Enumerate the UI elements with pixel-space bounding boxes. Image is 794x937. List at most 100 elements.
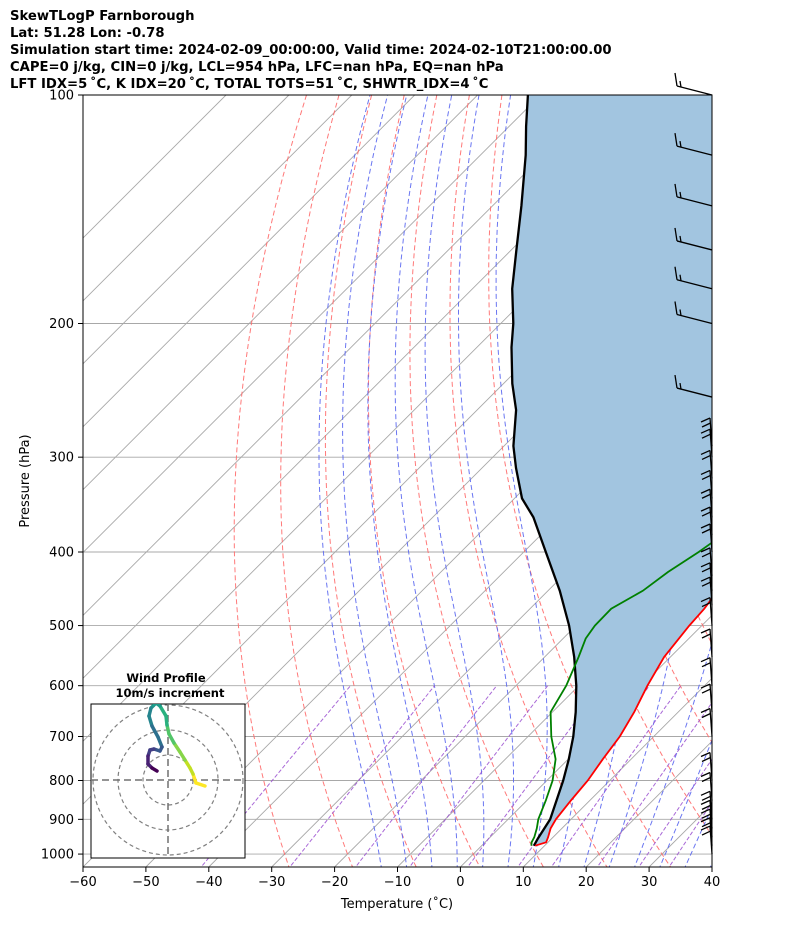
- hodograph-trace-segment: [172, 741, 182, 754]
- barb-flag: [701, 474, 711, 481]
- barb-flag: [701, 581, 711, 587]
- barb-flag: [701, 493, 711, 499]
- axis-ticks: −60 −50 −40 −30 −20 −10 0 10 20 30 40 100 200 300 400 5…: [41, 89, 720, 891]
- wind-barb: [700, 628, 713, 658]
- barb-flag: [700, 628, 711, 634]
- barb-flag: [674, 133, 678, 147]
- wind-barb: [700, 562, 713, 591]
- moist-adiabat: [342, 95, 408, 867]
- barb-flag: [701, 830, 711, 836]
- location-line: Lat: 51.28 Lon: -0.78: [10, 26, 165, 41]
- barb-flag: [700, 417, 711, 423]
- barb-flag: [679, 235, 682, 243]
- temperature-line: [534, 596, 712, 847]
- isotherm--150: [83, 95, 290, 302]
- barb-flag: [700, 751, 711, 758]
- wind-barb: [700, 771, 713, 801]
- wind-barb: [700, 657, 713, 686]
- wind-barb: [700, 469, 713, 499]
- barb-flag: [701, 822, 711, 828]
- barb-flag: [701, 795, 711, 801]
- barb-flag: [701, 756, 711, 763]
- wind-barb: [700, 488, 713, 518]
- barb-flag: [700, 808, 711, 814]
- wind-barb: [700, 417, 713, 447]
- moist-adiabat: [495, 95, 548, 867]
- hodograph-trace-segment: [154, 704, 162, 708]
- barb-flag: [700, 790, 711, 796]
- barb-flag: [674, 183, 678, 198]
- hodograph-plot: [91, 704, 245, 858]
- y-axis-label: Pressure (hPa): [18, 434, 33, 527]
- barb-staff: [676, 196, 713, 207]
- wind-barb: [700, 449, 713, 479]
- wind-barb: [700, 751, 713, 781]
- mixing-ratio-line: [408, 685, 549, 867]
- barb-flag: [701, 776, 711, 783]
- isotherm--10: [397, 551, 712, 867]
- barb-flag: [700, 428, 711, 434]
- barb-flag: [701, 567, 711, 573]
- y-tick-label: 200: [49, 317, 74, 332]
- mixing-ratio-line: [289, 685, 435, 867]
- wind-barb: [700, 428, 713, 458]
- moist-adiabat: [709, 862, 712, 867]
- isotherm--110: [83, 95, 541, 554]
- wind-barb: [700, 576, 713, 606]
- dry-adiabat: [324, 95, 417, 867]
- chart-title: SkewTLogP Farnborough: [10, 9, 195, 24]
- isotherm--20: [334, 488, 712, 867]
- cape-fill: [511, 95, 712, 846]
- barb-staff: [676, 313, 713, 325]
- x-tick-label: −50: [132, 875, 159, 890]
- wind-barbs: [674, 72, 713, 855]
- y-tick-label: 100: [49, 89, 74, 104]
- dry-adiabat: [449, 95, 608, 867]
- y-tick-label: 700: [49, 730, 74, 745]
- x-tick-label: 10: [515, 875, 532, 890]
- parcel-profile-line: [510, 95, 578, 847]
- indices-line-2: LFT IDX=5 ˚C, K IDX=20 ˚C, TOTAL TOTS=51…: [10, 77, 489, 92]
- moist-adiabat: [367, 95, 433, 867]
- y-tick-label: 1000: [41, 848, 74, 863]
- isotherm--160: [83, 95, 227, 239]
- barb-flag: [701, 528, 711, 534]
- barb-flag: [701, 422, 711, 428]
- barb-flag: [700, 657, 711, 663]
- barb-flag: [679, 382, 682, 390]
- barb-flag: [674, 374, 678, 389]
- dry-adiabat: [488, 95, 672, 867]
- moist-adiabat: [394, 95, 458, 867]
- moist-adiabat: [659, 738, 712, 867]
- hodograph-title: Wind Profile: [126, 671, 206, 685]
- moist-adiabat: [684, 805, 712, 867]
- dry-adiabat: [730, 95, 794, 870]
- x-tick-label: 30: [641, 875, 658, 890]
- x-tick-label: 20: [578, 875, 595, 890]
- hodograph-trace-segment: [150, 724, 160, 739]
- barb-flag: [701, 633, 711, 639]
- dry-adiabat: [763, 95, 794, 870]
- barb-flag: [701, 601, 711, 608]
- barb-flag: [700, 817, 711, 823]
- mixing-ratio-line: [550, 685, 682, 867]
- time-line: Simulation start time: 2024-02-09_00:00:…: [10, 43, 612, 58]
- wind-barb: [674, 133, 713, 156]
- barb-flag: [700, 506, 711, 512]
- profile-lines: [510, 95, 712, 847]
- dry-adiabat: [233, 95, 307, 867]
- wind-barb: [674, 183, 713, 207]
- barb-flag: [674, 72, 678, 87]
- barb-flag: [700, 596, 711, 603]
- wind-barb: [674, 301, 713, 325]
- barb-flag: [700, 576, 711, 582]
- moist-adiabat: [318, 95, 382, 867]
- x-tick-label: −30: [258, 875, 285, 890]
- dry-adiabat: [280, 95, 354, 867]
- hodograph-subtitle: 10m/s increment: [116, 686, 225, 700]
- barb-staff: [676, 387, 713, 398]
- wind-barb: [700, 596, 713, 626]
- barb-staff: [676, 145, 713, 156]
- barb-staff: [676, 240, 713, 251]
- wind-barb: [700, 825, 713, 855]
